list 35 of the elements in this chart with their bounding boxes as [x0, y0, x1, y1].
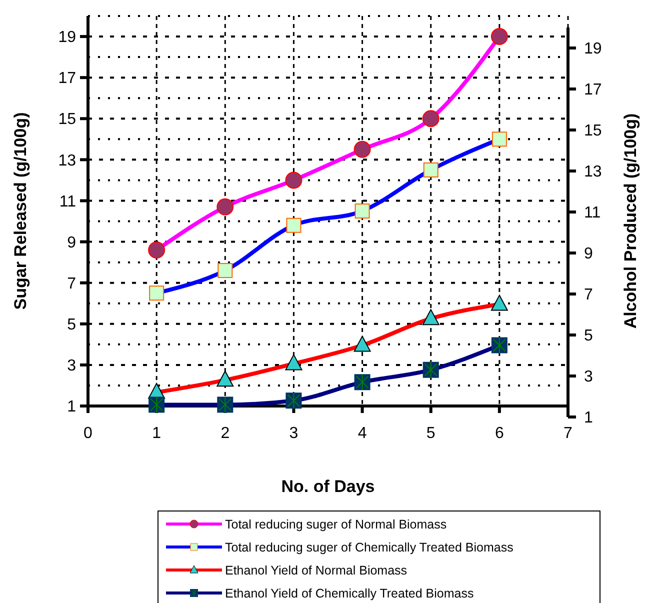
x-axis-title: No. of Days: [281, 477, 375, 496]
legend-label: Total reducing suger of Normal Biomass: [225, 517, 447, 532]
y2-tick-label: 9: [584, 246, 593, 263]
y2-tick-label: 7: [584, 286, 593, 304]
y-tick-label: 15: [58, 111, 76, 128]
y-tick-label: 13: [58, 152, 76, 170]
y2-tick-label: 1: [584, 410, 593, 427]
legend-label: Ethanol Yield of Chemically Treated Biomass: [225, 586, 474, 600]
x-tick-label: 4: [358, 425, 367, 442]
y-tick-label: 9: [67, 234, 76, 252]
x-tick-label: 3: [289, 425, 298, 442]
y2-axis-title: Alcohol Produced (g/100g): [621, 113, 640, 329]
x-tick-label: 1: [152, 425, 162, 442]
y2-tick-label: 13: [584, 164, 602, 181]
x-tick-label: 5: [426, 425, 436, 442]
legend-label: Ethanol Yield of Normal Biomass: [225, 563, 408, 578]
y-axis-title: Sugar Released (g/100g): [11, 112, 30, 310]
x-tick-label: 0: [84, 425, 93, 442]
y-tick-label: 7: [67, 275, 76, 292]
y-tick-label: 17: [58, 70, 76, 88]
legend-label: Total reducing suger of Chemically Treated Biomass: [225, 540, 514, 554]
x-tick-label: 2: [220, 425, 230, 442]
y2-tick-label: 5: [584, 328, 593, 345]
y2-tick-label: 17: [584, 82, 602, 99]
y-tick-label: 11: [59, 193, 76, 210]
y2-tick-label: 3: [584, 368, 593, 386]
y-tick-label: 5: [67, 316, 76, 334]
y-tick-label: 3: [67, 358, 76, 375]
y2-tick-label: 19: [584, 40, 602, 58]
y2-tick-label: 15: [584, 122, 602, 140]
y-tick-label: 19: [58, 29, 76, 46]
x-tick-label: 7: [564, 425, 573, 442]
x-tick-label: 6: [494, 425, 504, 442]
y-tick-label: 1: [67, 398, 76, 416]
y2-tick-label: 11: [584, 204, 601, 222]
